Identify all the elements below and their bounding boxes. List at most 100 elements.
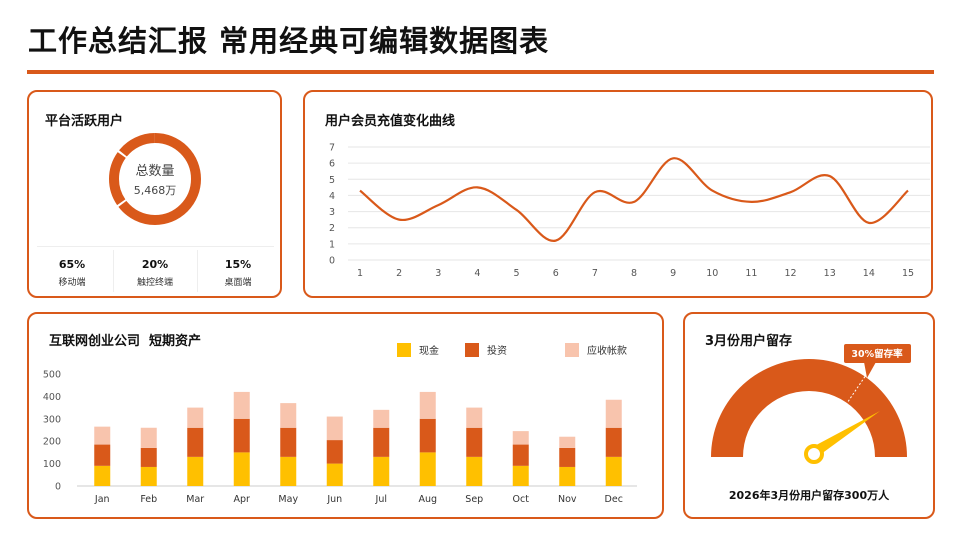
retention-caption: 2026年3月份用户留存300万人 <box>729 488 890 502</box>
badge-pointer <box>864 362 876 378</box>
bar-segment <box>419 452 436 486</box>
legend-label: 投资 <box>487 344 507 357</box>
y-tick-label: 0 <box>55 482 61 493</box>
x-tick-label: Oct <box>513 494 530 505</box>
x-tick-label: May <box>278 494 298 505</box>
bar-segment <box>94 444 111 466</box>
bar-segment <box>187 456 204 486</box>
gauge-arc <box>711 359 907 457</box>
stat-mobile-label: 移动端 <box>58 278 86 288</box>
x-tick-label: 12 <box>785 268 797 279</box>
y-tick-label: 100 <box>43 459 61 470</box>
bar-segment <box>326 440 343 464</box>
x-tick-label: 11 <box>745 268 757 279</box>
x-tick-label: Feb <box>140 494 157 505</box>
bar-segment <box>605 456 622 486</box>
recharge-curve-card: 用户会员充值变化曲线 0 1 2 3 4 5 6 7 1 2 3 4 5 6 7 8 9 10 11 12 13 14 15 <box>303 90 933 298</box>
y-tick-label: 6 <box>329 159 335 170</box>
title-underline <box>27 70 934 74</box>
gauge-leader-line <box>836 371 869 419</box>
y-tick-label: 500 <box>43 370 61 381</box>
bar-segment <box>373 456 390 486</box>
retention-card: 3月份用户留存 30%留存率 2026年3月份用户留存300万人 <box>683 312 935 519</box>
x-tick-label: 10 <box>706 268 718 279</box>
x-tick-label: 6 <box>553 268 559 279</box>
bar-segment <box>326 416 343 441</box>
bar-segment <box>140 447 157 467</box>
bar-segment <box>512 465 529 486</box>
stats-separator-1 <box>113 250 114 292</box>
retention-gauge: 30%留存率 2026年3月份用户留存300万人 <box>711 344 911 502</box>
y-tick-label: 1 <box>329 239 335 250</box>
x-tick-label: 5 <box>514 268 520 279</box>
legend-swatch <box>397 343 411 357</box>
assets-card: 互联网创业公司 短期资产 0 100 200 300 400 500 Jan Feb Mar Ap… <box>27 312 664 519</box>
page-title: 工作总结汇报 常用经典可编辑数据图表 <box>28 24 550 58</box>
x-tick-label: 14 <box>863 268 875 279</box>
x-tick-label: Jan <box>94 494 110 505</box>
bar-segment <box>187 407 204 428</box>
active-users-title: 平台活跃用户 <box>45 114 124 129</box>
y-tick-label: 3 <box>329 207 335 218</box>
bar-segment <box>280 456 297 486</box>
x-tick-label: Apr <box>234 494 251 505</box>
legend-swatch <box>565 343 579 357</box>
bar-segment <box>559 466 576 486</box>
bar-segment <box>512 431 529 445</box>
legend-label: 应收帐款 <box>587 344 627 357</box>
x-tick-label: 2 <box>396 268 402 279</box>
y-tick-label: 5 <box>329 175 335 186</box>
donut-segment-mobile <box>109 133 201 225</box>
bar-segment <box>326 463 343 486</box>
stat-touch-pct: 20% <box>141 258 169 271</box>
bar-segment <box>233 452 250 486</box>
y-tick-label: 200 <box>43 437 61 448</box>
x-tick-label: 8 <box>631 268 637 279</box>
bar-segment <box>233 391 250 419</box>
bar-segment <box>512 444 529 466</box>
stat-touch: 20% 触控终端 <box>120 258 190 288</box>
legend-swatch <box>465 343 479 357</box>
bar-segment <box>280 427 297 457</box>
stat-desktop: 15% 桌面端 <box>203 258 273 288</box>
bar-segment <box>419 418 436 453</box>
bar-segment <box>280 403 297 428</box>
active-users-card: 平台活跃用户 总数量 5,468万 65% 移动端 20% 触控终端 15% 桌… <box>27 90 282 298</box>
retention-title: 3月份用户留存 <box>705 334 793 349</box>
assets-title: 互联网创业公司 短期资产 <box>49 334 202 349</box>
bar-segment <box>466 407 483 428</box>
x-tick-label: Nov <box>558 494 577 505</box>
x-tick-label: Aug <box>418 494 437 505</box>
stats-divider <box>37 246 274 247</box>
stat-mobile-pct: 65% <box>58 258 86 271</box>
x-tick-label: 4 <box>474 268 480 279</box>
assets-stacked-bar-chart: 0 100 200 300 400 500 Jan Feb Mar Apr May Jun Jul Aug… <box>43 343 637 505</box>
series-line <box>359 157 909 242</box>
retention-badge-bg <box>844 344 911 363</box>
donut-center-label: 总数量 <box>135 164 174 179</box>
bar-segment <box>94 465 111 486</box>
gauge-pivot <box>804 444 824 464</box>
y-tick-label: 4 <box>329 191 335 202</box>
bar-segment <box>233 418 250 453</box>
recharge-curve-title: 用户会员充值变化曲线 <box>325 114 456 129</box>
gauge-needle <box>805 411 880 457</box>
y-tick-label: 300 <box>43 414 61 425</box>
active-users-donut: 总数量 5,468万 <box>109 133 201 225</box>
bar-segment <box>373 409 390 428</box>
bar-segment <box>466 456 483 486</box>
donut-segment-touch <box>109 133 201 225</box>
stat-desktop-label: 桌面端 <box>224 278 252 288</box>
bar-segment <box>466 427 483 457</box>
bar-segment <box>94 426 111 445</box>
x-tick-label: 15 <box>902 268 914 279</box>
bar-segment <box>187 427 204 457</box>
x-tick-label: Mar <box>186 494 204 505</box>
legend-label: 现金 <box>419 344 439 357</box>
y-tick-label: 0 <box>329 256 335 267</box>
stat-touch-label: 触控终端 <box>136 278 173 288</box>
x-tick-label: 9 <box>670 268 676 279</box>
x-tick-label: 3 <box>435 268 441 279</box>
bar-segment <box>373 427 390 457</box>
